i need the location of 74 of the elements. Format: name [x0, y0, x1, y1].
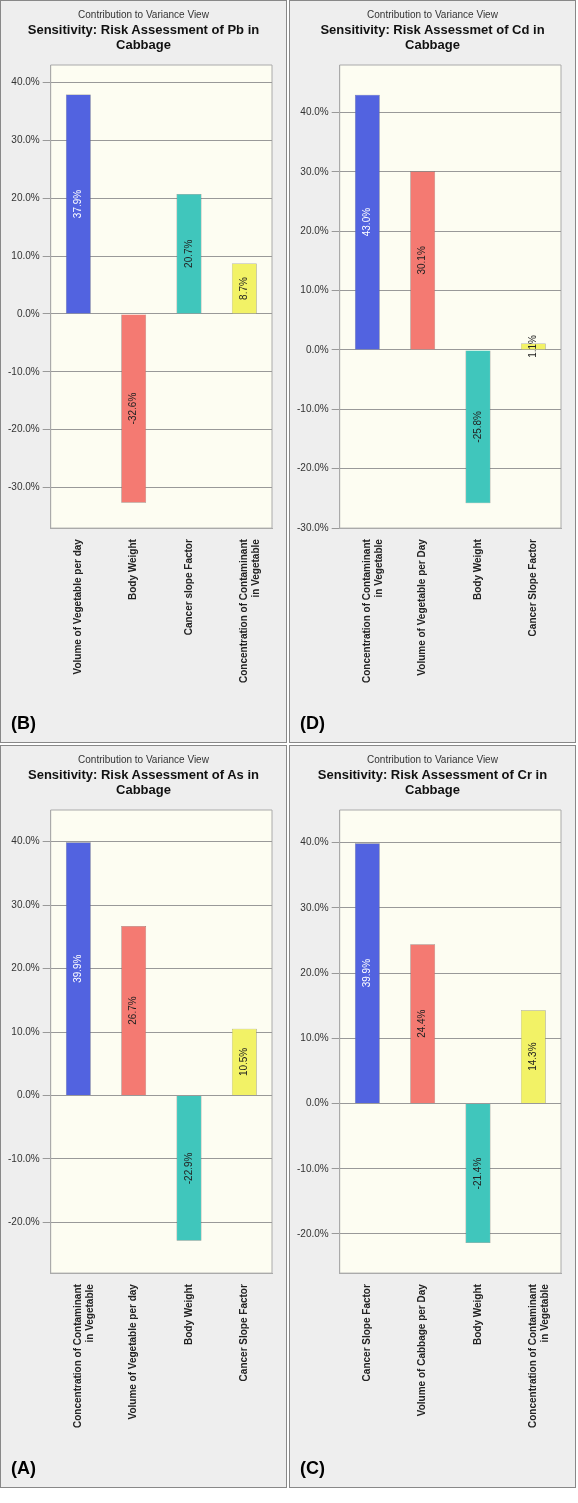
x-tick-label: Concentration of Contaminant in Vegetable [238, 538, 262, 684]
y-tick-label: 10.0% [11, 249, 40, 261]
y-tick-label: 20.0% [300, 966, 329, 978]
data-label: 8.7% [238, 276, 250, 300]
chart-title: Sensitivity: Risk Assessment of Pb in Cabbage [26, 22, 261, 52]
data-label: 20.7% [182, 239, 194, 268]
text: (A) [11, 1458, 36, 1478]
chart-title: Sensitivity: Risk Assessment of Cr in Cabbage [316, 767, 549, 797]
text: (C) [300, 1458, 325, 1478]
x-tick-label: Concentration of Contaminant in Vegetable [72, 1283, 96, 1429]
y-tick-label: -20.0% [8, 1216, 40, 1228]
y-tick-label: 20.0% [11, 962, 40, 974]
y-tick-label: 20.0% [300, 225, 329, 236]
data-label: -21.4% [471, 1157, 483, 1190]
y-tick-label: 40.0% [300, 836, 329, 848]
y-tick-label: 0.0% [16, 1089, 40, 1101]
x-tick-label: Concentration of Contaminant in Vegetable [361, 538, 385, 684]
text: (B) [11, 713, 36, 733]
y-tick-label: -10.0% [297, 403, 329, 415]
y-tick-label: -30.0% [8, 481, 40, 493]
y-tick-label: -10.0% [8, 1152, 40, 1164]
chart-title: Sensitivity: Risk Assessmet of Cd in Cabbage [319, 22, 546, 52]
x-tick-label: Concentration of Contaminant in Vegetable [527, 1283, 551, 1429]
chart-subtitle: Contribution to Variance View [366, 9, 499, 20]
y-tick-label: -30.0% [297, 521, 329, 533]
x-tick-label: Body Weight [127, 538, 139, 601]
y-tick-label: 10.0% [300, 284, 329, 296]
data-label: 1.1% [527, 334, 539, 358]
y-tick-label: 40.0% [11, 835, 40, 847]
chart-subtitle: Contribution to Variance View [77, 754, 210, 765]
x-tick-label: Volume of Vegetable per day [127, 1283, 139, 1420]
y-tick-label: 30.0% [11, 134, 40, 146]
data-label: 10.5% [238, 1047, 250, 1077]
y-tick-label: 30.0% [300, 901, 329, 913]
y-tick-label: 0.0% [16, 307, 40, 319]
y-tick-label: 10.0% [300, 1032, 329, 1044]
chart-title: Sensitivity: Risk Assessment of As in Cabbage [27, 767, 260, 797]
x-tick-label: Volume of Vegetable per day [72, 538, 84, 675]
text: (D) [300, 713, 325, 733]
x-tick-label: Volume of Vegetable per Day [416, 538, 428, 676]
y-tick-label: -20.0% [8, 423, 40, 435]
x-tick-label: Body Weight [471, 538, 483, 601]
data-label: 14.3% [527, 1042, 539, 1071]
data-label: 26.7% [127, 996, 139, 1025]
y-tick-label: -20.0% [297, 462, 329, 474]
data-label: 30.1% [416, 246, 428, 275]
x-tick-label: Cancer Slope Factor [238, 1284, 250, 1382]
x-tick-label: Body Weight [182, 1283, 194, 1346]
data-label: 39.9% [72, 954, 84, 983]
y-tick-label: -20.0% [297, 1227, 329, 1239]
y-tick-label: -10.0% [297, 1162, 329, 1174]
x-tick-label: Cancer Slope Factor [361, 1284, 373, 1382]
x-tick-label: Body Weight [471, 1283, 483, 1346]
data-label: 37.9% [72, 189, 84, 219]
chart-subtitle: Contribution to Variance View [77, 9, 210, 20]
x-tick-label: Cancer slope Factor [182, 539, 194, 636]
y-tick-label: 0.0% [305, 1097, 329, 1109]
data-label: -25.8% [471, 410, 483, 443]
chart-subtitle: Contribution to Variance View [366, 754, 499, 765]
data-label: 24.4% [416, 1009, 428, 1038]
data-label: -32.6% [127, 392, 139, 425]
y-tick-label: 20.0% [11, 191, 40, 203]
y-tick-label: 30.0% [300, 165, 329, 177]
data-label: -22.9% [182, 1152, 194, 1185]
y-tick-label: 40.0% [11, 76, 40, 88]
y-tick-label: -10.0% [8, 365, 40, 377]
data-label: 43.0% [361, 207, 373, 237]
y-tick-label: 10.0% [11, 1025, 40, 1037]
y-tick-label: 30.0% [11, 898, 40, 910]
y-tick-label: 40.0% [300, 106, 329, 118]
y-tick-label: 0.0% [305, 343, 329, 355]
x-tick-label: Volume of Cabbage per Day [416, 1283, 428, 1417]
x-tick-label: Cancer Slope Factor [527, 539, 539, 637]
data-label: 39.9% [361, 958, 373, 988]
